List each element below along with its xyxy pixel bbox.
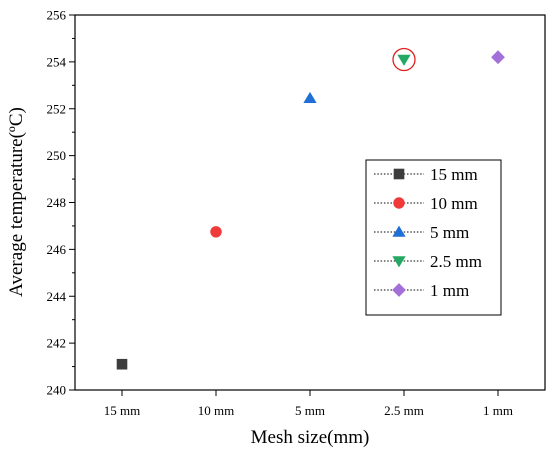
x-axis-title: Mesh size(mm) bbox=[251, 427, 370, 448]
data-point-1-mm bbox=[491, 50, 505, 65]
y-tick-label: 244 bbox=[47, 289, 67, 304]
y-axis-title: Average temperature(ºC) bbox=[6, 107, 27, 297]
x-tick-label: 1 mm bbox=[483, 403, 513, 418]
legend: 15 mm 10 mm 5 mm 2.5 mm 1 mm bbox=[365, 159, 502, 316]
y-tick-label: 242 bbox=[47, 336, 67, 351]
legend-label: 2.5 mm bbox=[430, 252, 482, 271]
data-point-15-mm bbox=[116, 358, 128, 370]
x-tick-label: 5 mm bbox=[295, 403, 325, 418]
x-tick-label: 10 mm bbox=[198, 403, 234, 418]
x-tick-label: 2.5 mm bbox=[384, 403, 424, 418]
legend-label: 10 mm bbox=[430, 194, 478, 213]
ticks: 240 242 244 246 248 250 252 254 256 15 mm 10 mm 5 m… bbox=[47, 8, 513, 419]
legend-label: 5 mm bbox=[430, 223, 469, 242]
y-tick-label: 256 bbox=[47, 8, 67, 23]
y-tick-label: 254 bbox=[47, 54, 67, 69]
legend-marker bbox=[392, 225, 406, 237]
legend-marker bbox=[393, 197, 405, 209]
y-tick-label: 252 bbox=[47, 101, 67, 116]
legend-marker bbox=[393, 168, 405, 180]
y-tick-label: 240 bbox=[47, 383, 67, 398]
data-point-10-mm bbox=[210, 226, 222, 238]
data-point-2-5-mm bbox=[397, 54, 411, 66]
highlight-ring bbox=[392, 47, 416, 72]
x-tick-label: 15 mm bbox=[104, 403, 140, 418]
legend-marker bbox=[392, 283, 406, 297]
y-tick-label: 248 bbox=[47, 195, 67, 210]
y-tick-label: 246 bbox=[47, 242, 67, 257]
legend-label: 15 mm bbox=[430, 165, 478, 184]
legend-marker bbox=[392, 256, 406, 268]
data-points bbox=[116, 47, 505, 370]
data-point-5-mm bbox=[303, 91, 317, 103]
legend-box bbox=[365, 159, 502, 316]
legend-label: 1 mm bbox=[430, 281, 469, 300]
y-tick-label: 250 bbox=[47, 148, 67, 163]
